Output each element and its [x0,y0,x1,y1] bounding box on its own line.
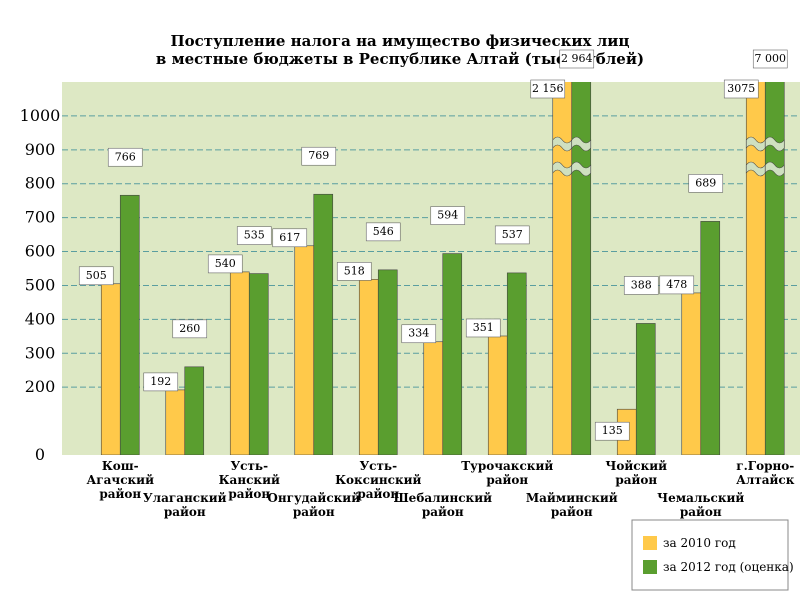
value-label: 689 [695,176,716,189]
x-tick-label: Чойский район [605,459,667,487]
y-tick-label: 900 [25,139,56,158]
value-label: 334 [408,327,429,340]
axis-break [571,136,592,152]
value-label: 518 [344,264,365,277]
value-label: 2 964 [561,52,593,65]
value-label: 478 [666,278,687,291]
y-tick-label: 0 [35,445,45,464]
value-label-box [623,276,659,295]
bar [294,245,315,455]
x-tick-label: Кош-Агачский район [87,459,155,501]
bar [764,82,785,455]
x-tick-label: Усть-Канский район [219,459,280,501]
x-tick-label: Усть-Коксинский район [335,459,421,501]
value-label: 537 [502,228,523,241]
y-tick-label: 700 [25,207,56,226]
value-label-box [752,49,788,69]
value-label-box [78,266,114,286]
x-tick-label: г.Горно-Алтайск [736,459,795,487]
y-tick-label: 200 [25,377,56,396]
value-label-box [659,275,695,295]
value-label-box [143,372,179,392]
bar [423,341,444,455]
value-label: 2 156 [532,82,564,95]
value-label: 505 [86,269,107,282]
value-label-box [723,79,759,99]
value-label-box [365,222,401,242]
value-label-box [465,318,501,338]
x-tick-label: Онгудайский район [267,491,360,519]
axis-break [764,161,785,177]
value-label: 388 [631,278,652,291]
value-label-box [207,254,243,274]
bar [571,82,592,455]
bar [552,82,573,455]
value-label: 540 [215,257,236,270]
value-label-box [401,324,437,344]
x-tick-label: Чемальский район [657,491,744,519]
x-tick-label: Улаганский район [143,491,227,519]
bars [100,82,785,455]
value-label-box [530,79,566,99]
axis-break [764,136,785,152]
bar [700,221,721,455]
value-label-box [494,225,530,245]
bar [248,273,269,455]
value-label: 192 [150,375,171,388]
value-label: 546 [373,225,394,238]
legend [631,519,789,591]
legend-label: за 2012 год (оценка) [663,560,794,574]
value-label: 351 [473,321,494,334]
value-label: 769 [308,149,329,162]
x-tick-label: Шебалинский район [393,491,492,519]
value-label-box [172,319,208,339]
bar [229,271,250,455]
bar [681,292,702,455]
value-label: 594 [437,209,458,222]
value-label-box [336,262,372,281]
bar [313,193,334,455]
value-label-box [301,146,337,166]
bar [745,82,766,455]
bar [487,335,508,455]
bar [635,323,656,455]
value-label-box [272,228,308,248]
value-label-box [559,49,595,69]
y-tick-label: 800 [25,173,56,192]
bar [119,194,140,455]
chart-title: Поступление налога на имущество физическ… [156,32,644,68]
y-tick-label: 300 [25,343,56,362]
bar [358,279,379,455]
y-tick-label: 600 [25,241,56,260]
value-label-box [594,421,630,441]
y-tick-label: 400 [25,309,56,328]
bar [377,269,398,455]
value-label-box [236,226,272,245]
value-label: 7 000 [755,52,787,65]
value-label-box [107,147,143,167]
legend-label: за 2010 год [663,536,736,550]
bar [506,272,527,455]
x-tick-label: Турочакский район [461,459,553,487]
value-label: 617 [279,231,300,244]
value-label: 766 [115,150,136,163]
value-label: 135 [602,424,623,437]
y-tick-label: 1000 [20,105,61,124]
bar [165,389,186,455]
bar [442,253,463,455]
value-label-box [430,206,466,225]
value-label-box [688,174,724,193]
bar [100,283,121,455]
axis-break [571,161,592,177]
value-label: 260 [179,322,200,335]
bar [184,366,205,455]
value-label: 3075 [727,82,755,95]
legend-swatch [643,560,657,574]
legend-swatch [643,536,657,550]
value-label: 535 [244,229,265,242]
x-tick-label: Майминский район [526,491,618,519]
y-tick-label: 500 [25,275,56,294]
